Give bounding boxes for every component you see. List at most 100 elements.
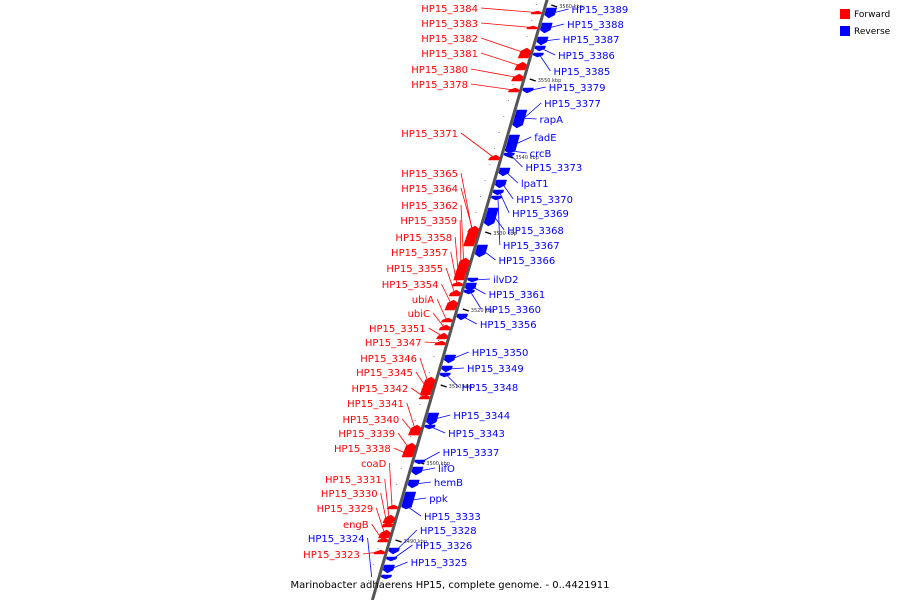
gene-feature[interactable] bbox=[381, 521, 394, 528]
gene-label[interactable]: HP15_3349 bbox=[467, 364, 524, 375]
gene-feature[interactable] bbox=[435, 332, 449, 340]
gene-feature[interactable] bbox=[425, 412, 440, 426]
gene-feature[interactable] bbox=[498, 167, 511, 177]
gene-feature[interactable] bbox=[491, 195, 503, 201]
gene-feature[interactable] bbox=[385, 556, 398, 562]
gene-label[interactable]: HP15_3354 bbox=[382, 280, 439, 291]
gene-label[interactable]: HP15_3389 bbox=[572, 5, 629, 16]
gene-label[interactable]: HP15_3351 bbox=[369, 324, 426, 335]
gene-label[interactable]: HP15_3358 bbox=[395, 233, 452, 244]
gene-feature[interactable] bbox=[441, 365, 453, 373]
gene-feature[interactable] bbox=[376, 537, 389, 543]
gene-label[interactable]: HP15_3324 bbox=[308, 534, 365, 545]
gene-label[interactable]: HP15_3343 bbox=[448, 429, 505, 440]
gene-label[interactable]: HP15_3369 bbox=[512, 209, 569, 220]
gene-label[interactable]: HP15_3367 bbox=[503, 241, 560, 252]
gene-feature[interactable] bbox=[456, 313, 468, 321]
gene-label[interactable]: rapA bbox=[539, 115, 563, 126]
gene-label[interactable]: HP15_3383 bbox=[421, 19, 478, 30]
gene-label[interactable]: HP15_3325 bbox=[411, 558, 468, 569]
gene-label[interactable]: HP15_3388 bbox=[567, 20, 624, 31]
gene-label[interactable]: engB bbox=[343, 520, 369, 531]
gene-label[interactable]: HP15_3326 bbox=[416, 541, 473, 552]
gene-feature[interactable] bbox=[464, 282, 477, 292]
gene-feature[interactable] bbox=[504, 148, 516, 154]
gene-label[interactable]: HP15_3361 bbox=[489, 290, 546, 301]
gene-label[interactable]: HP15_3384 bbox=[421, 4, 478, 15]
gene-label[interactable]: HP15_3340 bbox=[342, 415, 399, 426]
gene-label[interactable]: HP15_3329 bbox=[317, 504, 374, 515]
gene-label[interactable]: HP15_3347 bbox=[365, 338, 422, 349]
gene-label[interactable]: fadE bbox=[534, 133, 556, 144]
gene-label[interactable]: HP15_3360 bbox=[484, 305, 541, 316]
gene-feature[interactable] bbox=[526, 25, 538, 30]
gene-label[interactable]: HP15_3338 bbox=[334, 444, 391, 455]
gene-label[interactable]: ppk bbox=[429, 494, 448, 505]
gene-label[interactable]: HP15_3333 bbox=[424, 512, 481, 523]
gene-feature[interactable] bbox=[448, 289, 461, 297]
gene-feature[interactable] bbox=[467, 277, 479, 283]
gene-label[interactable]: hemB bbox=[434, 478, 463, 489]
gene-feature[interactable] bbox=[522, 87, 534, 94]
gene-label[interactable]: HP15_3386 bbox=[558, 51, 615, 62]
gene-label[interactable]: HP15_3357 bbox=[391, 248, 448, 259]
gene-feature[interactable] bbox=[510, 73, 524, 82]
gene-feature[interactable] bbox=[439, 372, 451, 378]
gene-feature[interactable] bbox=[401, 504, 413, 510]
gene-feature[interactable] bbox=[483, 207, 499, 227]
gene-label[interactable]: HP15_3355 bbox=[386, 264, 443, 275]
gene-feature[interactable] bbox=[386, 504, 399, 510]
gene-label[interactable]: lifO bbox=[438, 464, 455, 475]
gene-feature[interactable] bbox=[388, 547, 400, 555]
gene-feature[interactable] bbox=[443, 354, 457, 364]
gene-label[interactable]: HP15_3379 bbox=[549, 83, 606, 94]
gene-feature[interactable] bbox=[455, 267, 468, 273]
gene-feature[interactable] bbox=[419, 376, 436, 396]
gene-feature[interactable] bbox=[467, 227, 480, 233]
gene-feature[interactable] bbox=[407, 430, 420, 436]
gene-feature[interactable] bbox=[411, 466, 424, 476]
gene-feature[interactable] bbox=[440, 317, 453, 323]
gene-label[interactable]: ubiA bbox=[412, 295, 434, 306]
gene-label[interactable]: HP15_3346 bbox=[360, 354, 417, 365]
gene-feature[interactable] bbox=[514, 61, 528, 71]
gene-label[interactable]: HP15_3378 bbox=[411, 80, 468, 91]
gene-feature[interactable] bbox=[401, 451, 414, 457]
gene-feature[interactable] bbox=[514, 115, 526, 121]
gene-label[interactable]: coaD bbox=[361, 459, 387, 470]
gene-feature[interactable] bbox=[453, 275, 466, 281]
gene-feature[interactable] bbox=[421, 385, 434, 391]
gene-label[interactable]: HP15_3359 bbox=[400, 216, 457, 227]
gene-label[interactable]: HP15_3350 bbox=[472, 348, 529, 359]
gene-label[interactable]: HP15_3370 bbox=[516, 195, 573, 206]
gene-label[interactable]: HP15_3373 bbox=[526, 163, 583, 174]
gene-label[interactable]: HP15_3342 bbox=[351, 384, 408, 395]
gene-label[interactable]: HP15_3323 bbox=[303, 550, 360, 561]
gene-feature[interactable] bbox=[503, 152, 515, 158]
gene-label[interactable]: ilvD2 bbox=[493, 275, 519, 286]
gene-label[interactable]: HP15_3330 bbox=[321, 489, 378, 500]
gene-feature[interactable] bbox=[474, 244, 489, 258]
gene-label[interactable]: HP15_3345 bbox=[356, 368, 413, 379]
gene-label[interactable]: HP15_3331 bbox=[325, 475, 382, 486]
gene-label[interactable]: HP15_3364 bbox=[401, 184, 458, 195]
gene-label[interactable]: ubiC bbox=[408, 309, 430, 320]
gene-feature[interactable] bbox=[373, 549, 386, 555]
gene-label[interactable]: HP15_3368 bbox=[507, 226, 564, 237]
gene-label[interactable]: HP15_3328 bbox=[420, 526, 477, 537]
gene-feature[interactable] bbox=[407, 479, 420, 489]
gene-label[interactable]: HP15_3337 bbox=[443, 448, 500, 459]
gene-feature[interactable] bbox=[444, 299, 459, 311]
gene-feature[interactable] bbox=[418, 394, 431, 400]
gene-feature[interactable] bbox=[424, 424, 436, 430]
gene-feature[interactable] bbox=[451, 281, 464, 287]
gene-feature[interactable] bbox=[544, 7, 558, 19]
gene-label[interactable]: HP15_3371 bbox=[401, 129, 458, 140]
gene-feature[interactable] bbox=[380, 574, 393, 580]
gene-label[interactable]: HP15_3387 bbox=[563, 35, 620, 46]
gene-label[interactable]: HP15_3341 bbox=[347, 399, 404, 410]
gene-feature[interactable] bbox=[378, 529, 392, 539]
gene-label[interactable]: HP15_3356 bbox=[480, 320, 537, 331]
gene-label[interactable]: HP15_3362 bbox=[401, 201, 458, 212]
gene-label[interactable]: HP15_3344 bbox=[453, 411, 510, 422]
